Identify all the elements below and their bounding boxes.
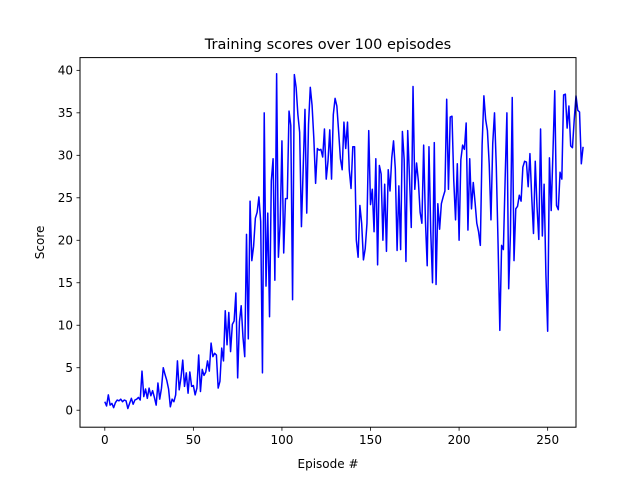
x-axis-label: Episode # xyxy=(298,457,359,471)
x-tick-label: 50 xyxy=(186,433,201,447)
axes-frame xyxy=(79,57,577,428)
x-tick-label: 150 xyxy=(359,433,382,447)
chart-title: Training scores over 100 episodes xyxy=(204,37,451,53)
x-tick-label: 0 xyxy=(101,433,109,447)
score-series-line-0 xyxy=(104,72,584,410)
y-tick-label: 10 xyxy=(58,319,73,333)
y-tick-label: 0 xyxy=(65,404,73,418)
x-axis: 0 50 100 150 200 250 xyxy=(101,427,559,447)
y-tick-label: 35 xyxy=(58,106,73,120)
x-tick-label: 250 xyxy=(536,433,559,447)
y-tick-label: 40 xyxy=(58,64,73,78)
y-axis-label: Score xyxy=(33,226,47,260)
plot-area xyxy=(104,72,584,410)
x-tick-label: 200 xyxy=(448,433,471,447)
y-axis: 0 5 10 15 20 25 30 35 40 xyxy=(58,64,80,418)
y-tick-label: 30 xyxy=(58,149,73,163)
y-tick-label: 15 xyxy=(58,276,73,290)
y-tick-label: 20 xyxy=(58,234,73,248)
x-tick-label: 100 xyxy=(270,433,293,447)
y-tick-label: 25 xyxy=(58,191,73,205)
y-tick-label: 5 xyxy=(65,361,73,375)
